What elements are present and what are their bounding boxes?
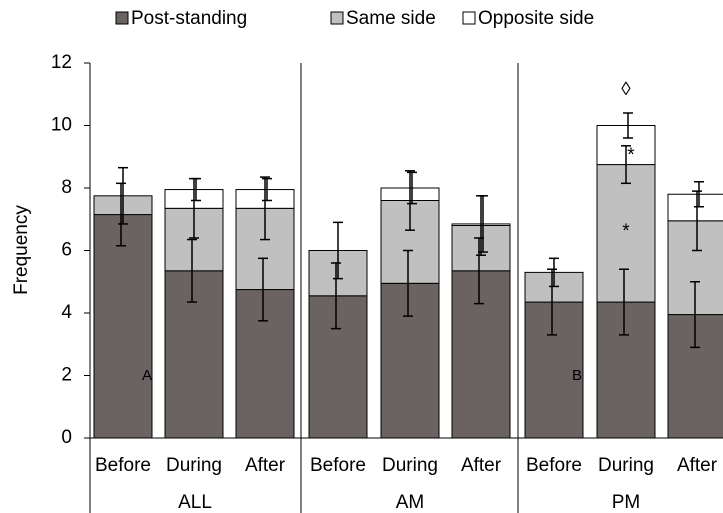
y-tick-label: 8	[61, 177, 72, 198]
x-tick-label: During	[382, 455, 438, 476]
error-bar	[407, 171, 417, 205]
bar-segment	[596, 301, 656, 439]
legend-swatch	[330, 11, 344, 25]
error-bar	[187, 238, 197, 303]
error-bar	[258, 257, 268, 322]
group-label: AM	[396, 492, 425, 513]
error-bar	[331, 262, 341, 330]
bar-segment	[235, 289, 295, 439]
bar-segment	[524, 301, 584, 439]
error-bar	[549, 257, 559, 288]
y-tick-label: 12	[51, 52, 72, 73]
x-tick-label: Before	[95, 455, 151, 476]
x-tick-label: During	[166, 455, 222, 476]
error-bar	[118, 166, 128, 225]
x-tick-label: During	[598, 455, 654, 476]
error-bar	[690, 281, 700, 349]
group-label: ALL	[178, 492, 212, 513]
annotation: *	[627, 145, 635, 166]
legend-swatch	[462, 11, 476, 25]
bar-segment	[164, 270, 224, 439]
bar-segment	[524, 271, 584, 303]
y-tick-label: 6	[61, 240, 72, 261]
error-bar	[692, 190, 702, 252]
group-label: PM	[612, 492, 641, 513]
bar-segment	[380, 282, 440, 439]
y-tick-label: 0	[61, 427, 72, 448]
y-tick-label: 2	[61, 365, 72, 386]
error-bar	[619, 268, 629, 336]
bar-segment	[667, 193, 723, 222]
annotation: ◊	[621, 79, 631, 100]
bar-segment	[451, 270, 511, 439]
error-bar	[262, 177, 272, 202]
error-bar	[403, 249, 413, 317]
x-tick-label: After	[245, 455, 286, 476]
error-bar	[547, 268, 557, 336]
legend-label: Same side	[346, 8, 436, 29]
annotation: *	[622, 221, 630, 242]
x-tick-label: Before	[526, 455, 582, 476]
y-tick-label: 4	[61, 302, 72, 323]
legend-swatch	[115, 11, 129, 25]
error-bar	[191, 177, 201, 202]
error-bar	[260, 176, 270, 241]
error-bar	[623, 112, 633, 139]
x-tick-label: After	[677, 455, 718, 476]
error-bar	[621, 145, 631, 185]
error-bar	[405, 170, 415, 231]
error-bar	[478, 195, 488, 253]
x-tick-label: After	[461, 455, 502, 476]
error-bar	[333, 221, 343, 280]
annotation: B	[572, 367, 582, 384]
annotation: A	[142, 367, 152, 384]
legend-label: Opposite side	[478, 8, 594, 29]
bar-segment	[596, 164, 656, 303]
y-tick-label: 10	[51, 115, 72, 136]
y-axis-label: Frequency	[11, 205, 32, 295]
bar-segment	[308, 295, 368, 439]
x-tick-label: Before	[310, 455, 366, 476]
error-bar	[116, 182, 126, 247]
error-bar	[694, 181, 704, 208]
bar-segment	[93, 214, 153, 439]
legend-label: Post-standing	[131, 8, 247, 29]
